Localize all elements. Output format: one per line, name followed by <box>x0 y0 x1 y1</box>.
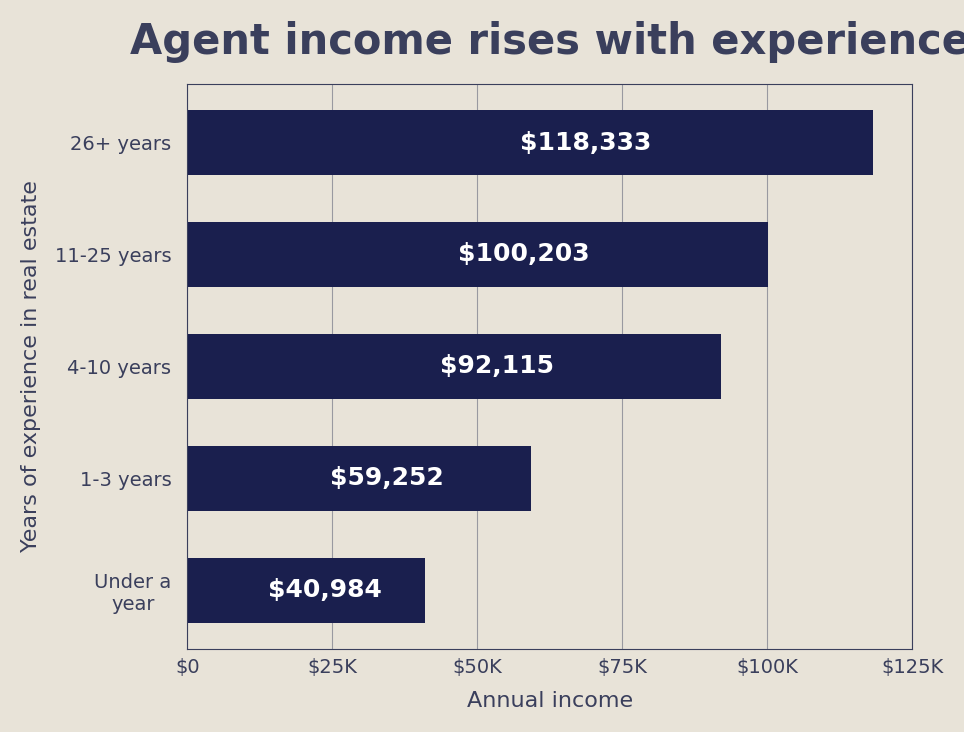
Text: $118,333: $118,333 <box>520 130 651 154</box>
Text: $100,203: $100,203 <box>459 242 590 266</box>
Bar <box>187 334 721 399</box>
Bar <box>187 446 531 511</box>
Bar <box>187 110 873 175</box>
Title: Agent income rises with experience: Agent income rises with experience <box>130 20 964 63</box>
Text: $92,115: $92,115 <box>441 354 554 378</box>
X-axis label: Annual income: Annual income <box>467 691 632 712</box>
Y-axis label: Years of experience in real estate: Years of experience in real estate <box>21 181 40 553</box>
Bar <box>187 558 425 623</box>
Text: $59,252: $59,252 <box>330 466 443 490</box>
Bar <box>187 222 768 287</box>
Text: $40,984: $40,984 <box>268 578 382 602</box>
